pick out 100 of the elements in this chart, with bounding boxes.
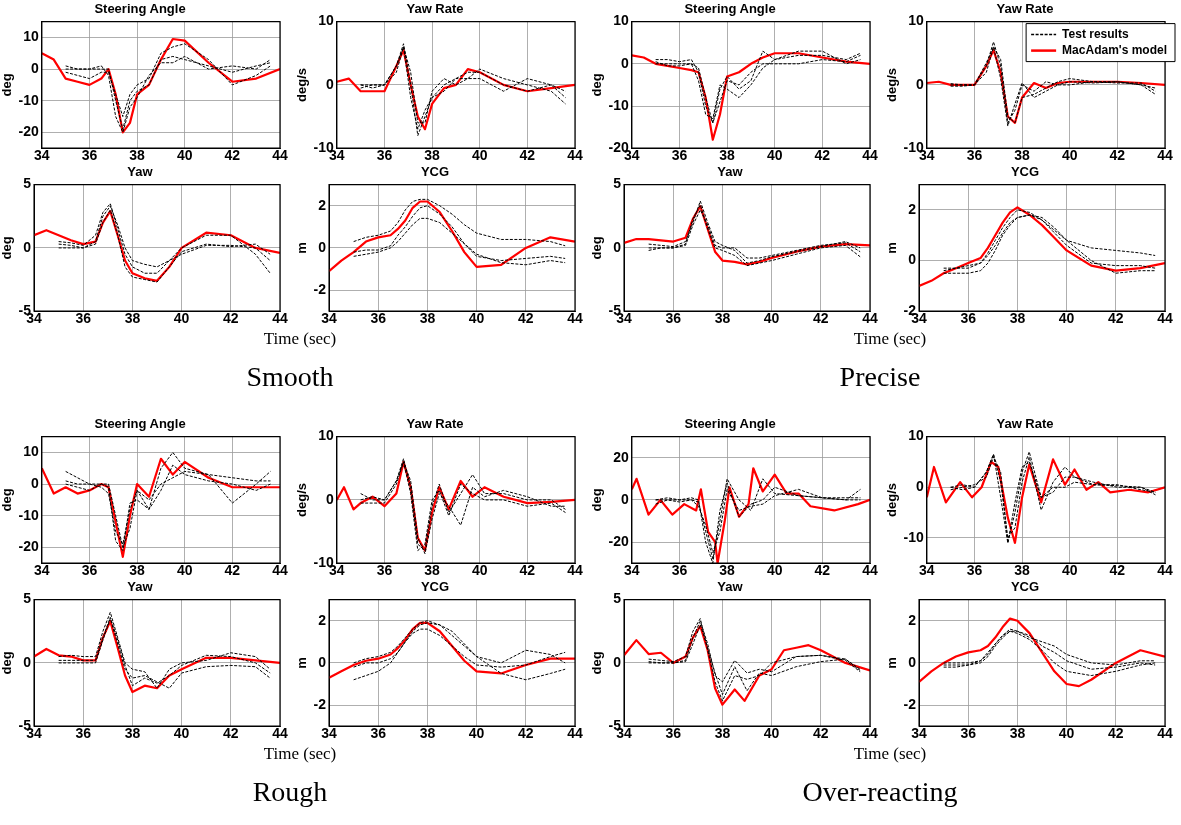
x-tick-label: 36 xyxy=(966,562,983,579)
y-axis-title: deg/s xyxy=(884,482,900,517)
y-axis-title: deg xyxy=(0,236,15,260)
x-tick-label: 44 xyxy=(862,562,878,579)
x-tick-label: 42 xyxy=(223,310,239,327)
x-axis-title: Time (sec) xyxy=(853,329,927,349)
text: Rough xyxy=(252,776,328,808)
chart-title: Steering Angle xyxy=(684,1,776,17)
y-tick-label: -20 xyxy=(18,123,40,140)
chart-title: Yaw Rate xyxy=(996,1,1054,17)
x-tick-label: 34 xyxy=(34,562,50,579)
x-tick-label: 40 xyxy=(1061,147,1078,164)
x-tick-label: 44 xyxy=(567,725,583,742)
x-tick-label: 40 xyxy=(1058,310,1075,327)
x-tick-label: 36 xyxy=(370,725,387,742)
x-tick-label: 42 xyxy=(1109,147,1126,164)
x-tick-label: 44 xyxy=(567,147,583,164)
chart-title: YCG xyxy=(1010,579,1040,595)
y-tick-label: 0 xyxy=(613,238,622,255)
chart-title: Steering Angle xyxy=(684,416,776,432)
x-tick-label: 38 xyxy=(714,725,731,742)
x-tick-label: 42 xyxy=(224,147,241,164)
x-tick-label: 40 xyxy=(468,725,485,742)
x-tick-label: 42 xyxy=(1108,310,1124,327)
y-tick-label: -20 xyxy=(18,538,40,555)
chart-title: Yaw xyxy=(717,579,744,595)
x-tick-label: 38 xyxy=(714,310,731,327)
y-tick-label: -10 xyxy=(18,91,40,108)
x-tick-label: 42 xyxy=(813,310,829,327)
chart-title: YCG xyxy=(1010,164,1040,180)
x-tick-label: 44 xyxy=(272,147,288,164)
x-tick-label: 44 xyxy=(1157,310,1173,327)
y-tick-label: 5 xyxy=(23,175,32,192)
y-tick-label: 0 xyxy=(318,238,327,255)
chart-title: Yaw xyxy=(127,164,154,180)
x-tick-label: 42 xyxy=(519,562,536,579)
x-tick-label: 36 xyxy=(376,147,393,164)
chart-title: Steering Angle xyxy=(94,1,186,17)
x-tick-label: 38 xyxy=(124,725,141,742)
y-axis-title: m xyxy=(294,242,310,254)
x-axis-title: Time (sec) xyxy=(263,744,337,764)
legend-label: Test results xyxy=(1062,26,1129,41)
x-tick-label: 38 xyxy=(1009,725,1026,742)
y-tick-label: 0 xyxy=(908,653,917,670)
y-tick-label: 0 xyxy=(23,653,32,670)
x-tick-label: 40 xyxy=(471,562,488,579)
y-tick-label: 0 xyxy=(916,478,925,495)
y-tick-label: 0 xyxy=(31,474,40,491)
y-tick-label: -10 xyxy=(903,528,925,545)
x-tick-label: 42 xyxy=(518,310,534,327)
x-tick-label: 40 xyxy=(173,310,190,327)
y-tick-label: 10 xyxy=(613,12,630,29)
x-tick-label: 44 xyxy=(272,725,288,742)
x-tick-label: 38 xyxy=(1014,562,1031,579)
y-tick-label: 0 xyxy=(621,490,630,507)
y-axis-title: deg xyxy=(0,651,15,675)
x-tick-label: 36 xyxy=(960,725,977,742)
y-tick-label: 0 xyxy=(621,54,630,71)
y-tick-label: 0 xyxy=(318,653,327,670)
y-axis-title: deg/s xyxy=(294,67,310,102)
x-tick-label: 40 xyxy=(1061,562,1078,579)
chart-title: YCG xyxy=(420,579,450,595)
y-tick-label: 5 xyxy=(23,590,32,607)
x-tick-label: 44 xyxy=(567,310,583,327)
x-tick-label: 38 xyxy=(129,562,146,579)
y-axis-title: m xyxy=(884,242,900,254)
x-tick-label: 42 xyxy=(813,725,829,742)
y-tick-label: -2 xyxy=(903,695,917,712)
x-tick-label: 36 xyxy=(81,562,98,579)
x-tick-label: 36 xyxy=(960,310,977,327)
x-tick-label: 34 xyxy=(911,725,928,742)
chart-title: Yaw Rate xyxy=(406,416,464,432)
chart-title: Steering Angle xyxy=(94,416,186,432)
x-tick-label: 40 xyxy=(766,147,783,164)
x-tick-label: 36 xyxy=(966,147,983,164)
chart-title: Yaw Rate xyxy=(996,416,1054,432)
x-axis-title: Time (sec) xyxy=(263,329,337,349)
x-tick-label: 38 xyxy=(419,310,436,327)
x-tick-label: 36 xyxy=(81,147,98,164)
x-tick-label: 36 xyxy=(671,147,688,164)
x-tick-label: 40 xyxy=(766,562,783,579)
y-tick-label: 0 xyxy=(23,238,32,255)
x-tick-label: 40 xyxy=(176,562,193,579)
y-tick-label: 10 xyxy=(908,427,925,444)
x-tick-label: 44 xyxy=(272,562,288,579)
y-axis-title: deg xyxy=(0,73,15,97)
y-tick-label: 0 xyxy=(31,59,40,76)
x-tick-label: 44 xyxy=(862,147,878,164)
x-tick-label: 44 xyxy=(567,562,583,579)
x-tick-label: 42 xyxy=(224,562,241,579)
x-tick-label: 38 xyxy=(419,725,436,742)
y-tick-label: 10 xyxy=(23,443,40,460)
x-tick-label: 38 xyxy=(424,562,441,579)
x-tick-label: 44 xyxy=(1157,562,1173,579)
x-tick-label: 36 xyxy=(370,310,387,327)
x-tick-label: 40 xyxy=(173,725,190,742)
y-tick-label: 5 xyxy=(613,590,622,607)
x-tick-label: 40 xyxy=(763,725,780,742)
x-tick-label: 44 xyxy=(1157,725,1173,742)
x-tick-label: 42 xyxy=(223,725,239,742)
